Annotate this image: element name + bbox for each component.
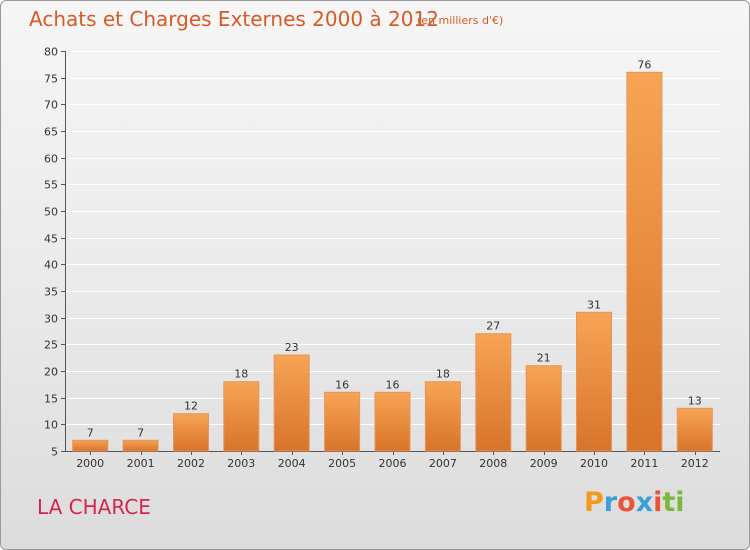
- x-tick-label-2002: 2002: [177, 457, 205, 470]
- chart-title: Achats et Charges Externes 2000 à 2012: [29, 7, 439, 31]
- bar-2006: [374, 391, 411, 452]
- y-tick-label: 60: [44, 153, 58, 166]
- x-tick-label-2011: 2011: [630, 457, 658, 470]
- y-tick-label: 15: [44, 393, 58, 406]
- y-tick-label: 5: [51, 446, 58, 459]
- bar-2010: [576, 311, 612, 452]
- y-tick-label: 40: [44, 259, 58, 272]
- value-label-2000: 7: [87, 426, 94, 439]
- y-tick-label: 10: [44, 419, 58, 432]
- bar-2011: [626, 71, 663, 452]
- x-tick-label-2012: 2012: [681, 457, 709, 470]
- x-tick-label-2008: 2008: [479, 457, 507, 470]
- bar-2002: [173, 413, 209, 452]
- x-tick-label-2010: 2010: [580, 457, 608, 470]
- y-tick-label: 80: [44, 46, 58, 59]
- tick-labels: 5 10 15 20 25 30 35 40 45 50 55 60 65 70 75 80 2000 2001 2…: [44, 46, 709, 471]
- bar-2000: [72, 439, 109, 452]
- bar-2003: [223, 381, 260, 452]
- y-tick-label: 25: [44, 339, 58, 352]
- y-tick-label: 45: [44, 233, 58, 246]
- logo-letter: i: [675, 487, 685, 518]
- logo-letter: i: [653, 487, 663, 518]
- x-tick-label-2007: 2007: [429, 457, 457, 470]
- value-labels: 7 7 12 18 23 16 16 18 27 21 31 76 13: [87, 58, 702, 439]
- x-tick-label-2003: 2003: [227, 457, 255, 470]
- value-label-2005: 16: [335, 378, 349, 391]
- y-tick-label: 20: [44, 366, 58, 379]
- y-tick-label: 35: [44, 286, 58, 299]
- logo-letter: P: [584, 487, 604, 518]
- x-tick-label-2009: 2009: [530, 457, 558, 470]
- bar-2004: [273, 354, 310, 452]
- grid-lines: [65, 51, 720, 452]
- value-label-2003: 18: [234, 368, 248, 381]
- x-tick-label-2005: 2005: [328, 457, 356, 470]
- proxiti-logo: Proxiti: [584, 487, 685, 518]
- value-label-2009: 21: [537, 352, 551, 365]
- value-label-2010: 31: [587, 298, 601, 311]
- bar-2009: [525, 365, 562, 452]
- logo-letter: t: [662, 487, 676, 518]
- chart-unit-note: (en milliers d'€): [417, 14, 504, 27]
- commune-name: LA CHARCE: [37, 495, 151, 519]
- y-tick-label: 75: [44, 73, 58, 86]
- y-tick-label: 50: [44, 206, 58, 219]
- value-label-2006: 16: [386, 378, 400, 391]
- value-label-2012: 13: [688, 394, 702, 407]
- x-tick-label-2001: 2001: [127, 457, 155, 470]
- bars: [72, 71, 713, 452]
- x-tick-label-2006: 2006: [379, 457, 407, 470]
- logo-letter: x: [635, 487, 654, 518]
- y-tick-label: 65: [44, 126, 58, 139]
- x-tick-label-2000: 2000: [76, 457, 104, 470]
- logo-letter: r: [603, 487, 618, 518]
- bar-2005: [324, 391, 361, 452]
- y-tick-label: 30: [44, 313, 58, 326]
- value-label-2001: 7: [137, 426, 144, 439]
- bar-2008: [475, 333, 512, 452]
- value-label-2007: 18: [436, 368, 450, 381]
- bar-2001: [122, 439, 159, 452]
- y-tick-label: 55: [44, 179, 58, 192]
- value-label-2011: 76: [637, 58, 651, 71]
- value-label-2002: 12: [184, 400, 198, 413]
- y-tick-label: 70: [44, 99, 58, 112]
- x-tick-label-2004: 2004: [278, 457, 306, 470]
- value-label-2004: 23: [285, 341, 299, 354]
- logo-letter: o: [617, 487, 636, 518]
- value-label-2008: 27: [486, 320, 500, 333]
- bar-2007: [424, 381, 461, 452]
- bar-2012: [676, 407, 713, 452]
